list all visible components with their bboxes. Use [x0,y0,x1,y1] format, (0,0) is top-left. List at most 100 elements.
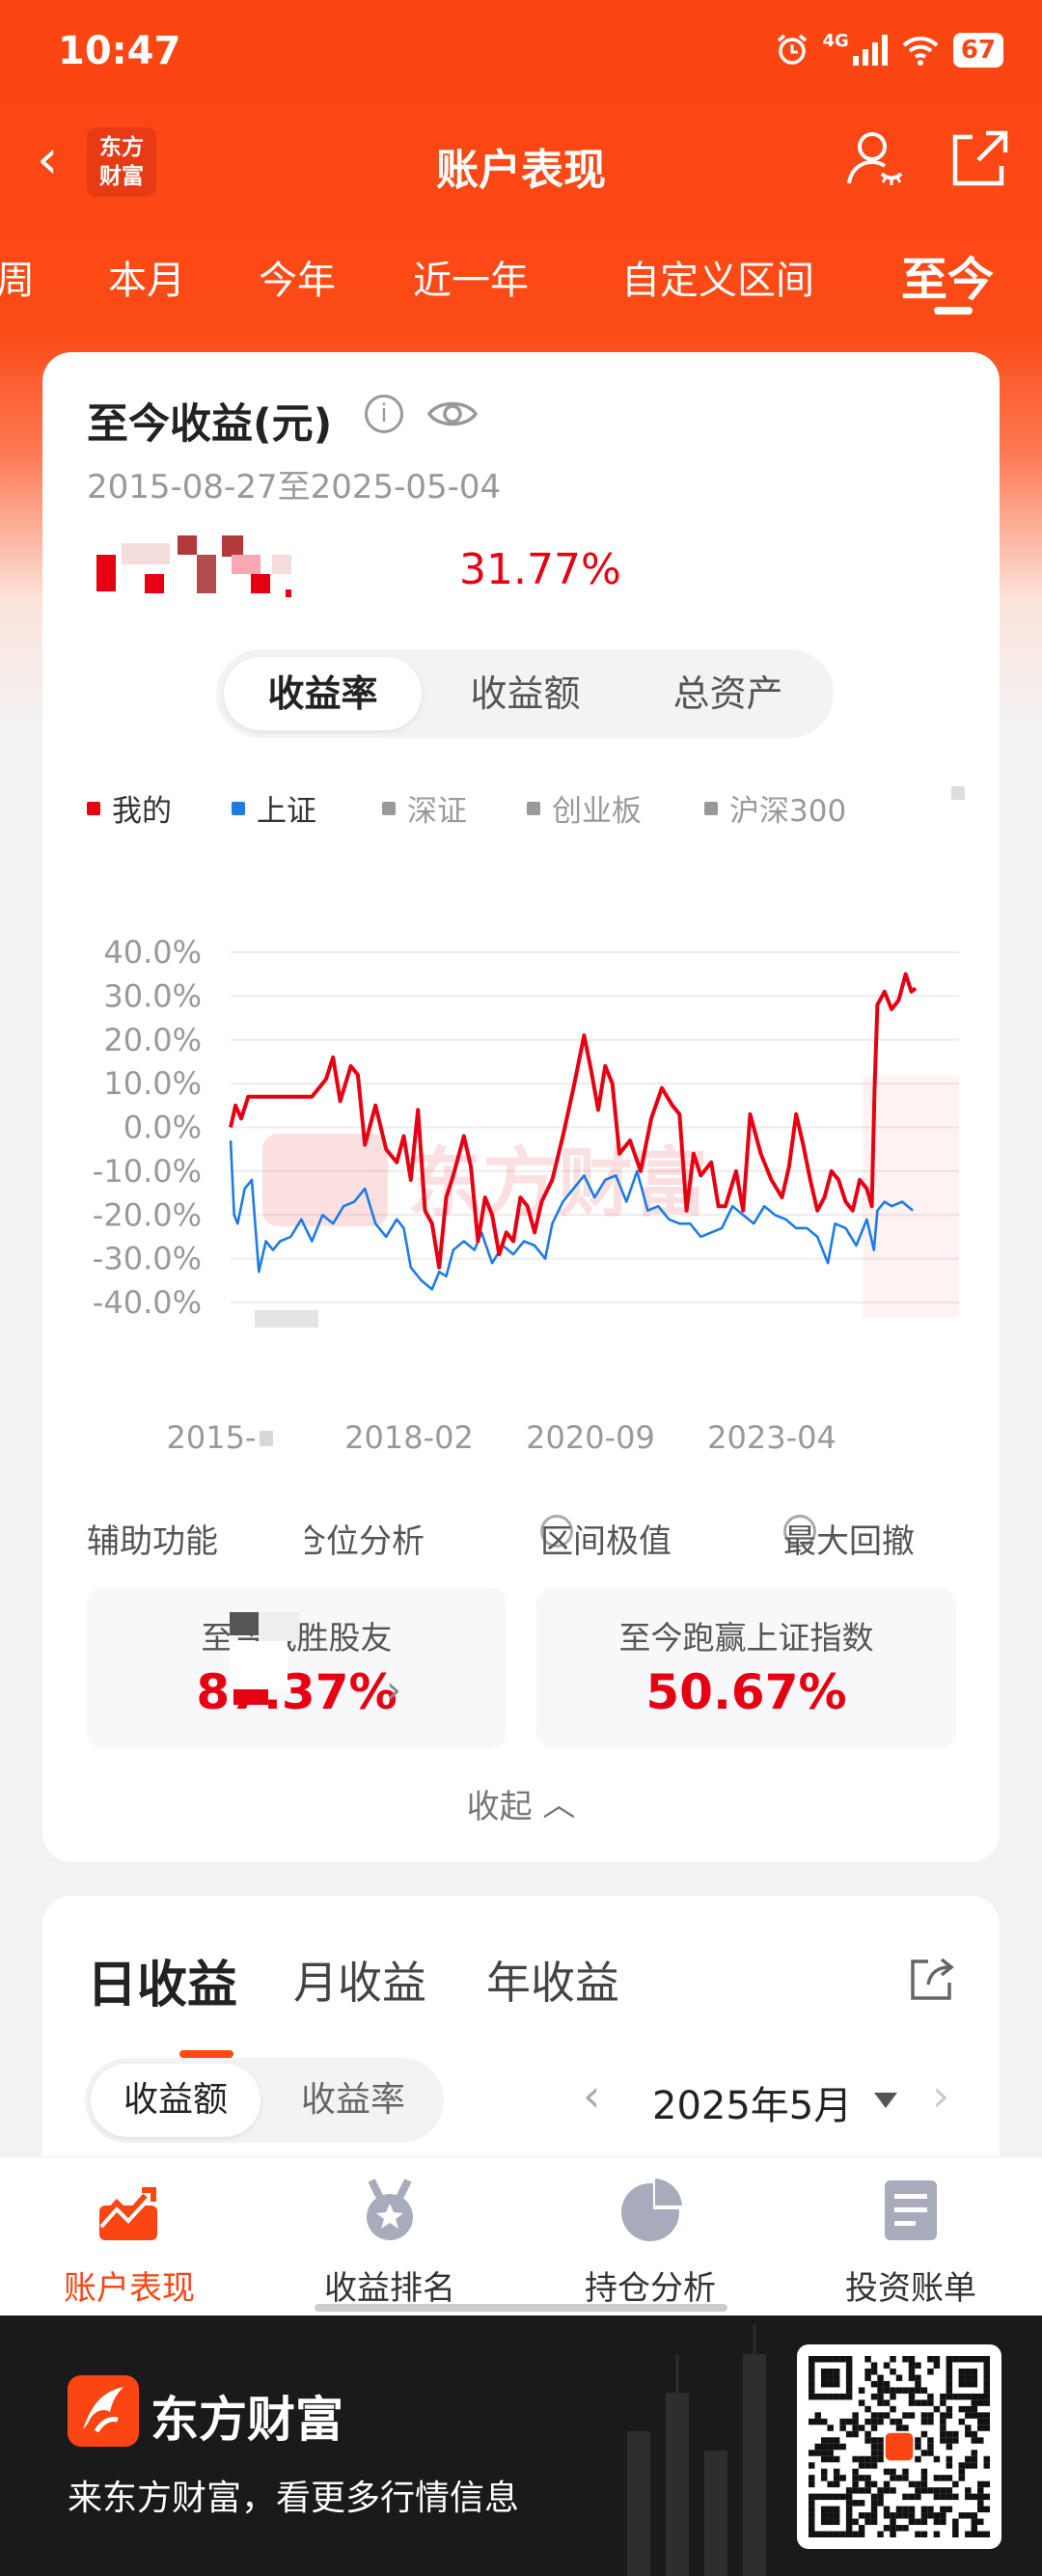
nav-bar: ‹ 东方财富 账户表现 [0,116,1042,203]
return-percentage: 31.77% [459,545,621,594]
y-tick-label: -30.0% [93,1241,202,1277]
y-tick-label: -20.0% [93,1196,202,1233]
profit-amount-option[interactable]: 收益额 [91,2064,260,2137]
home-indicator [315,2304,727,2312]
candlestick-decoration [627,2325,766,2576]
tab-monthly-profit[interactable]: 月收益 [293,1957,426,2009]
tab-custom-range[interactable]: 自定义区间 [621,259,814,303]
legend-mine-label: 我的 [112,794,172,829]
status-time: 10:47 [58,29,181,73]
pie-chart-icon [621,2179,682,2241]
brand-logo [68,2375,139,2447]
range-extremes-radio[interactable] [540,1515,573,1548]
signal-icon [852,35,888,66]
x-tick-label: 2018-02 [344,1419,474,1452]
tab-daily-profit[interactable]: 日收益 [87,1957,238,2014]
bottom-tab-holdings-label: 持仓分析 [585,2269,716,2308]
profit-rate-option[interactable]: 收益率 [300,2080,405,2120]
chart-series [229,972,918,1291]
network-type: 4G [822,30,849,51]
bottom-tab-performance-label: 账户表现 [64,2269,195,2308]
legend-csi300[interactable]: 沪深300 [704,786,846,830]
tab-last-year[interactable]: 近一年 [413,259,529,303]
month-dropdown-icon[interactable] [872,2091,899,2110]
collapse-label: 收起 [466,1788,533,1826]
legend-shanghai-label: 上证 [257,794,316,829]
next-month-chevron-icon[interactable]: › [932,2069,950,2122]
y-tick-label: 0.0% [123,1110,202,1146]
wifi-icon [902,36,939,66]
privacy-mask [230,1612,299,1709]
y-tick-label: 40.0% [103,934,202,971]
series-line-shanghai [229,1140,914,1291]
alarm-icon [777,34,807,65]
battery-level: 67 [952,33,1003,68]
logo-text-1: 东方 [99,135,144,160]
legend-csi300-label: 沪深300 [729,794,847,829]
trend-chart-icon [98,2187,157,2240]
qr-center-logo [885,2432,914,2461]
masked-amount [96,535,473,603]
chevron-up-icon: ︿ [542,1786,576,1824]
month-selector[interactable]: 2025年5月 [652,2084,853,2128]
metric-profit-amount[interactable]: 收益额 [470,672,581,715]
metric-return-rate[interactable]: 收益率 [224,657,422,730]
bottom-tab-ranking[interactable]: 收益排名 [293,2177,486,2309]
info-icon[interactable]: i [365,395,403,433]
share-icon[interactable] [946,125,1011,191]
tab-this-year[interactable]: 今年 [259,259,336,303]
metric-total-assets[interactable]: 总资产 [672,672,783,715]
brand-name: 东方财富 [151,2392,343,2448]
bottom-tab-holdings[interactable]: 持仓分析 [554,2177,747,2309]
legend-shenzhen[interactable]: 深证 [382,786,467,830]
bottom-tab-bill[interactable]: 投资账单 [814,2177,1007,2309]
bill-icon [885,2180,937,2240]
position-analysis-option[interactable]: 仓位分析 [305,1522,425,1561]
max-drawdown-label: 最大回撤 [783,1522,915,1561]
user-settings-icon[interactable] [843,125,909,191]
logo-text-2: 财富 [99,164,144,189]
max-drawdown-radio[interactable] [783,1515,816,1548]
eye-icon[interactable] [426,393,479,435]
back-chevron-icon[interactable]: ‹ [37,128,59,191]
series-line-mine [229,972,918,1270]
legend-shenzhen-swatch [382,801,396,815]
y-tick-label: -10.0% [93,1153,202,1190]
legend-more-swatch [951,786,965,800]
brand-slogan: 来东方财富，看更多行情信息 [68,2479,520,2518]
x-tick-label: 2023-04 [707,1419,836,1452]
range-extremes-label: 区间极值 [540,1522,672,1561]
bottom-tab-bill-label: 投资账单 [845,2269,976,2308]
x-tick-label: 2015- [167,1419,257,1452]
legend-mine[interactable]: 我的 [87,786,172,830]
assist-options: 辅助功能 仓位分析 区间极值 最大回撤 [87,1515,974,1561]
legend-more[interactable] [951,786,976,800]
period-tabs: 周 本月 今年 近一年 自定义区间 至今 [0,241,1042,315]
tab-yearly-profit[interactable]: 年收益 [486,1957,619,2009]
qr-code[interactable] [797,2344,1001,2549]
performance-card: 至今收益(元) i 2015-08-27至2025-05-04 31.77% 收… [42,352,1000,1862]
y-tick-label: 20.0% [103,1022,202,1058]
active-tab-underline [934,307,973,315]
collapse-button[interactable]: 收起 ︿ [42,1780,1000,1827]
metric-switch: 收益率 收益额 总资产 [216,649,834,738]
tab-this-month[interactable]: 本月 [108,259,185,303]
y-tick-label: 30.0% [103,977,202,1014]
legend-shanghai[interactable]: 上证 [232,786,316,830]
chart-grid [231,951,959,1303]
return-chart[interactable]: 东方财富 40.0% 30.0% 20.0% 10.0% 0.0% -10.0% -20.0… [42,854,1000,1452]
beat-peers-stat[interactable]: 至今战胜股友 87.37% › [87,1587,507,1749]
legend-shenzhen-label: 深证 [407,794,467,829]
tab-since-inception[interactable]: 至今 [901,253,995,307]
assist-label: 辅助功能 [87,1522,218,1561]
app-logo: 东方 财富 [87,127,156,197]
export-icon[interactable] [907,1954,957,2004]
beat-index-stat: 至今跑赢上证指数 50.67% [536,1587,956,1749]
page-title: 账户表现 [436,146,606,195]
y-axis-ticks: 40.0% 30.0% 20.0% 10.0% 0.0% -10.0% -20.0% -30.… [93,934,202,1321]
bottom-tab-performance[interactable]: 账户表现 [33,2177,226,2309]
legend-chinext[interactable]: 创业板 [527,786,642,830]
prev-month-chevron-icon[interactable]: ‹ [583,2069,601,2122]
tab-week[interactable]: 周 [0,259,35,303]
bottom-tab-bar: 账户表现 收益排名 持仓分析 投资账单 [0,2156,1042,2316]
